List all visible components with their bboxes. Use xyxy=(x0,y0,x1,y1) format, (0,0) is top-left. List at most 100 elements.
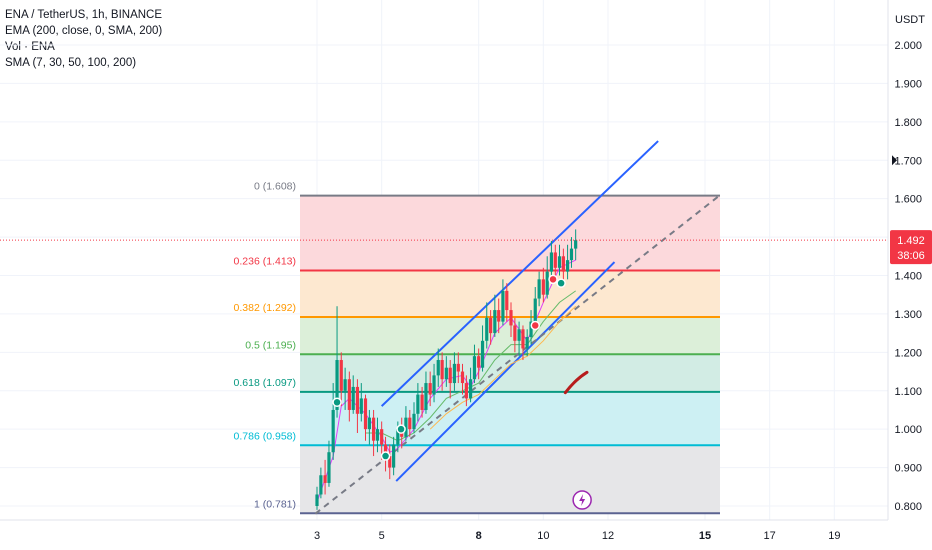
candle-body xyxy=(497,310,501,322)
legend-volume[interactable]: Vol · ENA xyxy=(5,41,55,53)
candle-body xyxy=(464,383,468,399)
candle[interactable] xyxy=(319,467,323,499)
price-tick-1.900: 1.900 xyxy=(894,78,922,90)
currency-label[interactable]: USDT xyxy=(895,14,925,26)
candle[interactable] xyxy=(359,383,363,422)
candle[interactable] xyxy=(545,256,549,299)
signal-marker[interactable] xyxy=(380,451,391,461)
candle[interactable] xyxy=(480,325,485,372)
candle-body xyxy=(537,279,541,299)
candle[interactable] xyxy=(557,244,562,276)
candle[interactable] xyxy=(460,363,465,395)
time-tick-17: 17 xyxy=(764,530,776,542)
candle[interactable] xyxy=(448,360,452,399)
candle[interactable] xyxy=(343,367,347,410)
channel-lower[interactable] xyxy=(395,261,616,482)
candle[interactable] xyxy=(472,344,477,384)
candle[interactable] xyxy=(521,325,525,361)
candle[interactable] xyxy=(436,348,440,387)
candle[interactable] xyxy=(355,379,360,434)
candle-body xyxy=(412,413,416,430)
candle-body xyxy=(383,444,388,457)
candle[interactable] xyxy=(428,371,432,407)
candle[interactable] xyxy=(375,417,380,453)
channel-mid[interactable] xyxy=(314,195,719,515)
candle[interactable] xyxy=(388,444,392,480)
signal-marker[interactable] xyxy=(530,320,540,331)
channel-upper[interactable] xyxy=(380,140,659,407)
candle-body xyxy=(472,356,477,380)
candle[interactable] xyxy=(565,244,570,280)
candle[interactable] xyxy=(327,440,331,487)
candle[interactable] xyxy=(497,298,501,334)
candle[interactable] xyxy=(513,317,517,353)
signal-marker[interactable] xyxy=(396,424,406,434)
candle[interactable] xyxy=(505,283,509,322)
candle[interactable] xyxy=(323,459,327,495)
candle[interactable] xyxy=(501,279,505,326)
candle[interactable] xyxy=(424,371,428,414)
candle[interactable] xyxy=(452,352,457,391)
candle[interactable] xyxy=(315,486,319,510)
candle[interactable] xyxy=(468,367,473,403)
candle[interactable] xyxy=(456,352,460,384)
candle-body xyxy=(561,256,565,272)
candle-body xyxy=(331,409,335,453)
candle[interactable] xyxy=(339,352,343,407)
candle[interactable] xyxy=(420,386,424,418)
candle-body xyxy=(521,329,525,349)
candle-body xyxy=(468,379,473,399)
candle[interactable] xyxy=(537,271,541,307)
candle[interactable] xyxy=(416,383,420,422)
candle[interactable] xyxy=(440,352,444,391)
candle-body xyxy=(392,444,396,468)
candle[interactable] xyxy=(444,356,448,387)
legend-sma[interactable]: SMA (7, 30, 50, 100, 200) xyxy=(5,57,137,69)
candle[interactable] xyxy=(432,363,436,403)
candle[interactable] xyxy=(509,302,513,337)
signal-marker[interactable] xyxy=(556,278,566,288)
candle[interactable] xyxy=(412,402,416,434)
candle-body xyxy=(574,240,578,249)
time-tick-8: 8 xyxy=(476,530,482,542)
legend-ema[interactable]: EMA (200, close, 0, SMA, 200) xyxy=(5,25,163,37)
candle[interactable] xyxy=(464,375,468,407)
candle[interactable] xyxy=(541,267,545,303)
fib-zone xyxy=(300,195,720,271)
candle[interactable] xyxy=(367,409,371,445)
fib-label-5: 0.786 (0.958) xyxy=(234,430,296,442)
candle[interactable] xyxy=(489,310,493,345)
candle-body xyxy=(416,394,420,414)
lightning-badge[interactable] xyxy=(572,490,592,510)
candle[interactable] xyxy=(404,406,408,441)
price-tick-0.800: 0.800 xyxy=(894,501,922,513)
candle-body xyxy=(347,379,351,410)
candle[interactable] xyxy=(517,321,521,357)
candle[interactable] xyxy=(363,394,368,441)
annotations xyxy=(563,370,592,510)
candle[interactable] xyxy=(371,409,376,457)
candle[interactable] xyxy=(574,229,578,261)
legend-symbol[interactable]: ENA / TetherUS, 1h, BINANCE xyxy=(5,9,163,21)
current-price-tag[interactable] xyxy=(890,230,932,265)
candle[interactable] xyxy=(331,383,335,460)
candle-body xyxy=(533,298,537,322)
candle[interactable] xyxy=(351,375,355,414)
signal-marker[interactable] xyxy=(548,274,558,285)
signal-marker[interactable] xyxy=(332,397,342,408)
candle[interactable] xyxy=(408,409,412,437)
candle[interactable] xyxy=(493,294,497,337)
brush-annotation[interactable] xyxy=(563,370,589,395)
candle[interactable] xyxy=(392,436,396,476)
candle-body xyxy=(489,317,493,334)
candle[interactable] xyxy=(553,244,557,280)
candle[interactable] xyxy=(477,348,481,380)
candle[interactable] xyxy=(569,237,574,268)
candle[interactable] xyxy=(525,329,529,357)
candle-body xyxy=(380,429,384,445)
candle[interactable] xyxy=(347,371,351,422)
candle[interactable] xyxy=(561,248,565,284)
candle[interactable] xyxy=(549,240,554,280)
candle[interactable] xyxy=(485,302,489,349)
